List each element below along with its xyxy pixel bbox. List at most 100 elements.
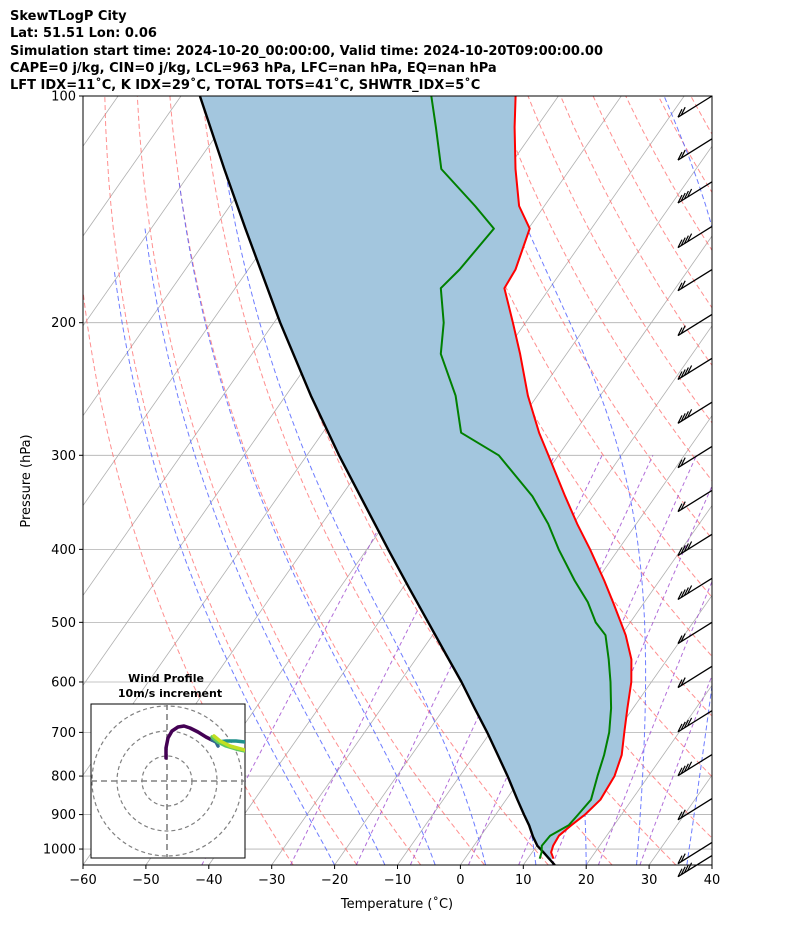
isotherm-line: [648, 774, 712, 865]
wind-barb: [677, 95, 713, 118]
wind-barb-staff: [677, 445, 713, 469]
wind-barb-flag: [680, 280, 686, 290]
wind-barb-flag: [680, 853, 686, 862]
dewpoint-line: [430, 96, 613, 859]
cin-area: [199, 96, 632, 859]
x-tick-label: 40: [704, 873, 721, 888]
wind-barb: [677, 710, 713, 733]
wind-barb: [677, 841, 713, 865]
mixing-ratio-line: [639, 674, 712, 865]
wind-barb-flag: [677, 811, 683, 821]
wind-barb: [677, 621, 713, 645]
wind-barb-staff: [677, 225, 713, 249]
inset-subtitle: 10m/s increment: [118, 687, 222, 700]
wind-barb-flag: [683, 411, 689, 420]
x-axis-label: Temperature (˚C): [340, 896, 453, 912]
location-line: Lat: 51.51 Lon: 0.06: [10, 26, 157, 42]
inset-title: Wind Profile: [128, 672, 204, 685]
wind-barb-flag: [680, 765, 686, 774]
moist-adiabat-line: [663, 96, 712, 865]
y-tick-label: 600: [51, 675, 76, 690]
x-tick-label: −40: [195, 873, 222, 888]
wind-barb-staff: [677, 268, 713, 292]
wind-barb-flag: [677, 723, 683, 733]
wind-barb-staff: [677, 621, 713, 645]
wind-barb-flag: [677, 108, 683, 118]
x-tick-label: 0: [456, 873, 464, 888]
wind-barb-flag: [677, 194, 683, 204]
wind-barb-staff: [677, 401, 713, 424]
wind-barb-flag: [677, 591, 683, 600]
wind-barb-flag: [687, 188, 693, 198]
parcel-profile-line: [198, 96, 556, 865]
dry-adiabat-line: [202, 96, 549, 865]
wind-barb-flag: [677, 459, 683, 468]
wind-barb-flag: [687, 365, 693, 374]
wind-barb: [677, 313, 713, 337]
x-tick-label: 30: [641, 873, 658, 888]
wind-barb-flag: [677, 868, 683, 877]
wind-barb: [677, 798, 713, 821]
wind-barb-flag: [680, 545, 686, 554]
wind-barb-staff: [677, 313, 713, 337]
x-tick-label: 10: [515, 873, 532, 888]
wind-barb: [677, 489, 713, 513]
wind-barb-flag: [683, 763, 689, 772]
wind-barb-staff: [677, 710, 713, 733]
wind-barb-flag: [680, 501, 686, 510]
wind-barb-flag: [683, 719, 689, 729]
wind-barb-staff: [677, 577, 713, 601]
wind-barb-flag: [680, 866, 686, 875]
parcel-area-fill: [199, 96, 632, 859]
moist-adiabat-line: [178, 181, 436, 865]
wind-barb-flag: [677, 282, 683, 292]
y-tick-label: 700: [51, 726, 76, 741]
wind-barb-flag: [687, 862, 693, 871]
wind-barb-flag: [683, 587, 689, 596]
dry-adiabat-line: [462, 96, 712, 540]
axis-ticks: −60 −50 −40 −30 −20 −10 0 10 20 30 40 1000 900 800 700…: [43, 90, 720, 889]
wind-barb-flag: [680, 369, 686, 378]
isotherm-line: [334, 325, 712, 865]
wind-barb-flag: [680, 677, 686, 686]
wind-barb: [677, 753, 713, 777]
x-tick-label: −60: [69, 873, 96, 888]
station-title: SkewTLogP City: [10, 9, 127, 24]
wind-barb-staff: [677, 798, 713, 821]
dry-adiabat-line: [104, 96, 358, 865]
isotherm-line: [775, 96, 794, 865]
wind-barb: [677, 533, 713, 557]
wind-barb: [677, 854, 713, 878]
mixing-ratio-line: [201, 455, 419, 865]
wind-barb-staff: [677, 357, 713, 381]
wind-barb-flag: [677, 371, 683, 380]
index-line: LFT IDX=11˚C, K IDX=29˚C, TOTAL TOTS=41˚…: [10, 78, 481, 94]
hodograph-trace: [164, 724, 214, 760]
dry-adiabat-line: [495, 96, 712, 482]
wind-barb-flag: [677, 635, 683, 644]
x-tick-label: −10: [384, 873, 411, 888]
y-tick-label: 500: [51, 616, 76, 631]
wind-barb-staff: [677, 665, 713, 689]
wind-barb-flag: [683, 367, 689, 376]
x-tick-label: −20: [321, 873, 348, 888]
y-axis-label: Pressure (hPa): [19, 434, 34, 527]
wind-barb-flag: [680, 237, 686, 246]
wind-barb-staff: [677, 181, 713, 204]
wind-barb-flag: [687, 409, 693, 418]
profile-lines: [198, 96, 633, 865]
wind-barb-staff: [677, 138, 713, 161]
wind-barb: [677, 138, 713, 161]
wind-barb-flag: [677, 547, 683, 556]
wind-barb-flag: [683, 543, 689, 552]
wind-barbs: [677, 95, 713, 878]
y-tick-label: 300: [51, 449, 76, 464]
cape-line: CAPE=0 j/kg, CIN=0 j/kg, LCL=963 hPa, LF…: [10, 60, 497, 76]
isotherm-line: [711, 864, 712, 865]
dry-adiabat-line: [625, 96, 712, 252]
wind-barb-flag: [687, 233, 693, 242]
wind-barb-flag: [687, 585, 693, 594]
wind-barb-staff: [677, 854, 713, 878]
y-tick-label: 200: [51, 316, 76, 331]
